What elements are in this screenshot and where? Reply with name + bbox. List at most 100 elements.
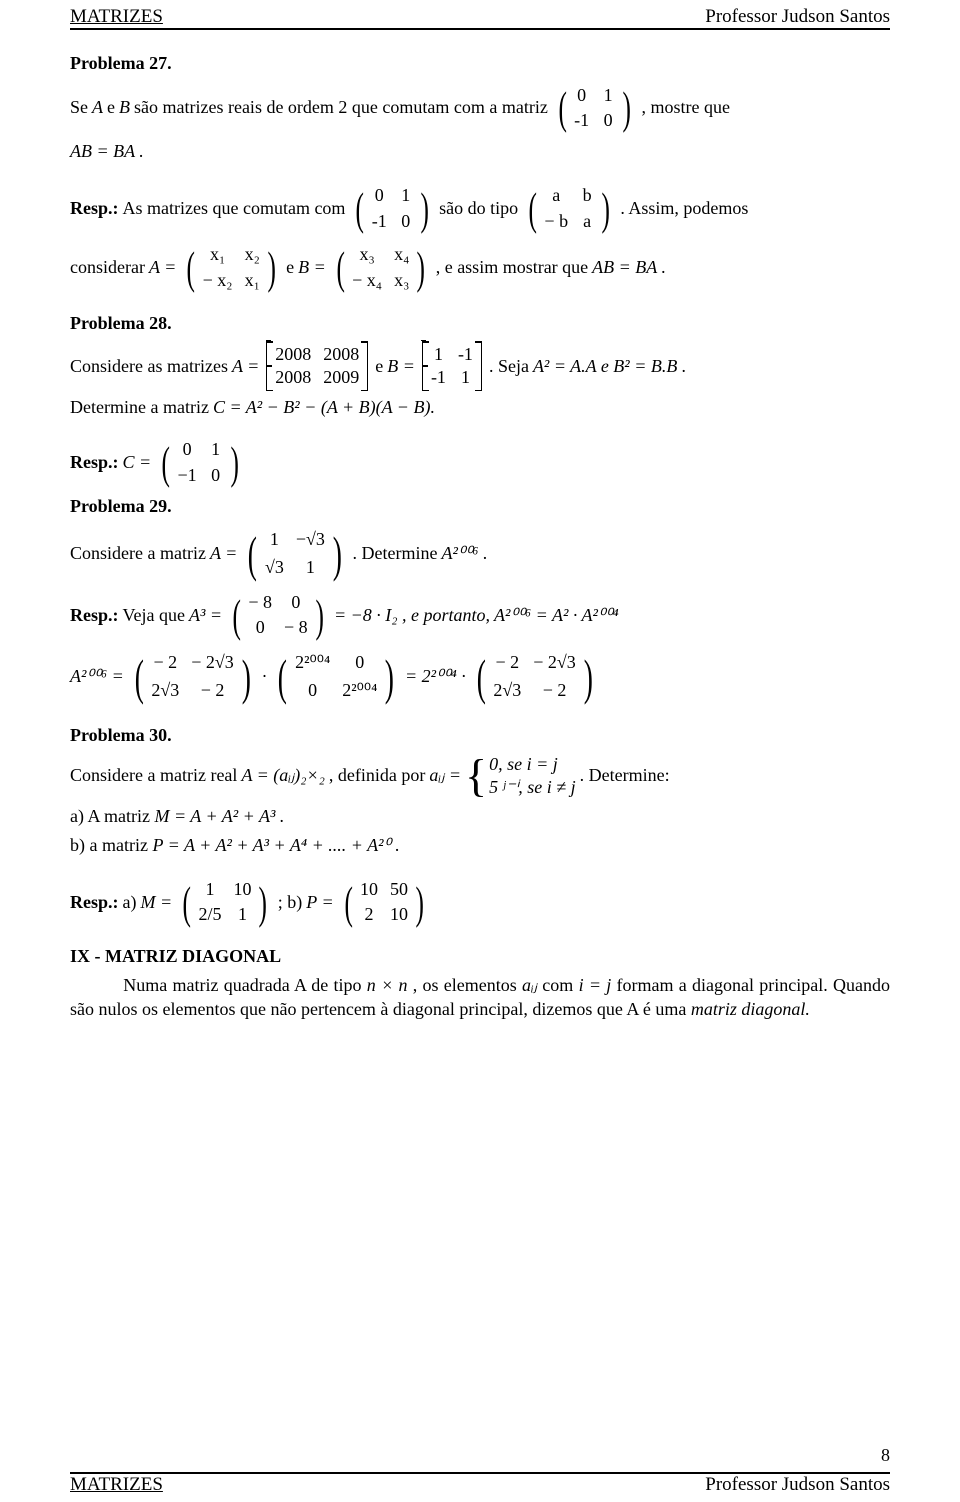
cell: 1	[399, 185, 413, 206]
p29-line1: Considere a matriz A = ( 1 −√3 √3 1 ) . …	[70, 525, 890, 583]
text: M =	[140, 892, 172, 913]
cell: 1	[198, 879, 221, 900]
mat: ( − 2 − 2√3 2√3 − 2 )	[131, 648, 255, 706]
text: A = (aᵢⱼ)₂×₂	[241, 765, 324, 786]
text: = −8 · I₂ , e portanto,	[334, 605, 490, 626]
text: . Determine:	[580, 765, 670, 786]
p27-text: Se	[70, 97, 88, 118]
cell: 1	[296, 557, 325, 578]
cell: -1	[431, 367, 446, 388]
p30-line1: Considere a matriz real A = (aᵢⱼ)₂×₂ , d…	[70, 753, 890, 799]
header-right: Professor Judson Santos	[705, 6, 890, 28]
text: b) a matriz	[70, 835, 152, 855]
text: A²⁰⁰⁶ = A² · A²⁰⁰⁴	[494, 605, 619, 626]
page: MATRIZES Professor Judson Santos Problem…	[0, 0, 960, 1502]
text: aᵢⱼ	[522, 975, 537, 995]
cell: 1	[601, 85, 615, 106]
cell: 2/5	[198, 904, 221, 925]
text: AB = BA .	[592, 257, 666, 278]
cell: − 2√3	[191, 652, 234, 673]
cell: 0	[295, 680, 330, 701]
p27-matJ: ( 0 1 -1 0 )	[555, 81, 635, 134]
cell: 10	[390, 904, 408, 925]
text: A =	[149, 257, 176, 278]
text: são do tipo	[439, 198, 518, 219]
text: , os elementos	[413, 975, 522, 995]
cell: x₄	[394, 244, 409, 265]
p28-resp: Resp.: C = ( 0 1 −1 0 )	[70, 436, 890, 489]
cell: − 2	[533, 680, 576, 701]
cell: − 8	[284, 617, 308, 638]
text: A²⁰⁰⁶ .	[441, 543, 487, 564]
cell: 2009	[323, 367, 359, 388]
mat: ( x₁ x₂ − x₂ x₁ )	[183, 241, 279, 294]
cell: 10	[360, 879, 378, 900]
cell: 0	[399, 211, 413, 232]
p28-line2: Determine a matriz C = A² − B² − (A + B)…	[70, 397, 890, 418]
p27-eq: AB = BA .	[70, 140, 890, 163]
cell: 0	[601, 110, 615, 131]
p29-title: Problema 29.	[70, 495, 890, 518]
page-header: MATRIZES Professor Judson Santos	[70, 6, 890, 30]
cell: 1	[431, 344, 446, 365]
p27-resp-line1: Resp.: As matrizes que comutam com ( 0 1…	[70, 182, 890, 235]
p27-resp-line2: considerar A = ( x₁ x₂ − x₂ x₁ ) e B = (…	[70, 241, 890, 294]
text: aᵢⱼ =	[429, 765, 461, 786]
cell: 0	[372, 185, 387, 206]
text: a)	[123, 892, 137, 913]
mat: 2008 2008 2008 2009	[266, 341, 368, 391]
case: 0, se i = j	[489, 754, 576, 775]
cell: 1	[265, 529, 284, 550]
p27-title: Problema 27.	[70, 52, 890, 75]
cell: 2²⁰⁰⁴	[295, 652, 330, 673]
text: . Seja	[489, 356, 529, 377]
section-ix-body: Numa matriz quadrada A de tipo n × n , o…	[70, 974, 890, 1021]
text: matriz diagonal.	[691, 999, 810, 1019]
mat: ( a b − b a )	[525, 182, 613, 235]
cell: − 2	[191, 680, 234, 701]
p30-title: Problema 30.	[70, 724, 890, 747]
cell: 0	[574, 85, 589, 106]
cell: 50	[390, 879, 408, 900]
mat: ( 1 10 2/5 1 )	[179, 876, 271, 929]
p28-title: Problema 28.	[70, 312, 890, 335]
text: A³ =	[189, 605, 222, 626]
resp-label: Resp.:	[70, 605, 119, 626]
cell: b	[580, 185, 594, 206]
cell: − 8	[248, 592, 272, 613]
text: P =	[306, 892, 333, 913]
cell: 2	[360, 904, 378, 925]
text: , definida por	[329, 765, 425, 786]
cell: 0	[248, 617, 272, 638]
text: com	[542, 975, 578, 995]
text: B =	[298, 257, 326, 278]
cell: x₁	[245, 270, 260, 291]
p30-a: a) A matriz M = A + A² + A³ .	[70, 805, 890, 828]
text: , e assim mostrar que	[436, 257, 588, 278]
text: n × n	[367, 975, 408, 995]
text: A =	[210, 543, 237, 564]
p27-text: são matrizes reais de ordem 2 que comuta…	[134, 97, 548, 118]
text: Considere a matriz real	[70, 765, 237, 786]
text: As matrizes que comutam com	[123, 198, 346, 219]
text: A =	[232, 356, 259, 377]
cell: 1	[458, 367, 473, 388]
brace-icon: {	[465, 753, 487, 799]
text: Numa matriz quadrada A de tipo	[123, 975, 367, 995]
cell: 10	[233, 879, 251, 900]
cell: 0	[209, 465, 223, 486]
text: Considere a matriz	[70, 543, 206, 564]
p30-b: b) a matriz P = A + A² + A³ + A⁴ + .... …	[70, 834, 890, 857]
cell: -1	[458, 344, 473, 365]
cell: − x₄	[352, 270, 382, 291]
cell: x₃	[394, 270, 409, 291]
mat: ( 10 50 2 10 )	[341, 876, 428, 929]
mat: ( 0 1 -1 0 )	[352, 182, 432, 235]
text: M = A + A² + A³ .	[154, 806, 284, 826]
text: considerar	[70, 257, 145, 278]
text: e	[375, 356, 383, 377]
page-footer: MATRIZES Professor Judson Santos	[70, 1472, 890, 1496]
text: Veja que	[123, 605, 185, 626]
text: A²⁰⁰⁶ =	[70, 666, 124, 687]
text: Determine a matriz	[70, 397, 209, 418]
